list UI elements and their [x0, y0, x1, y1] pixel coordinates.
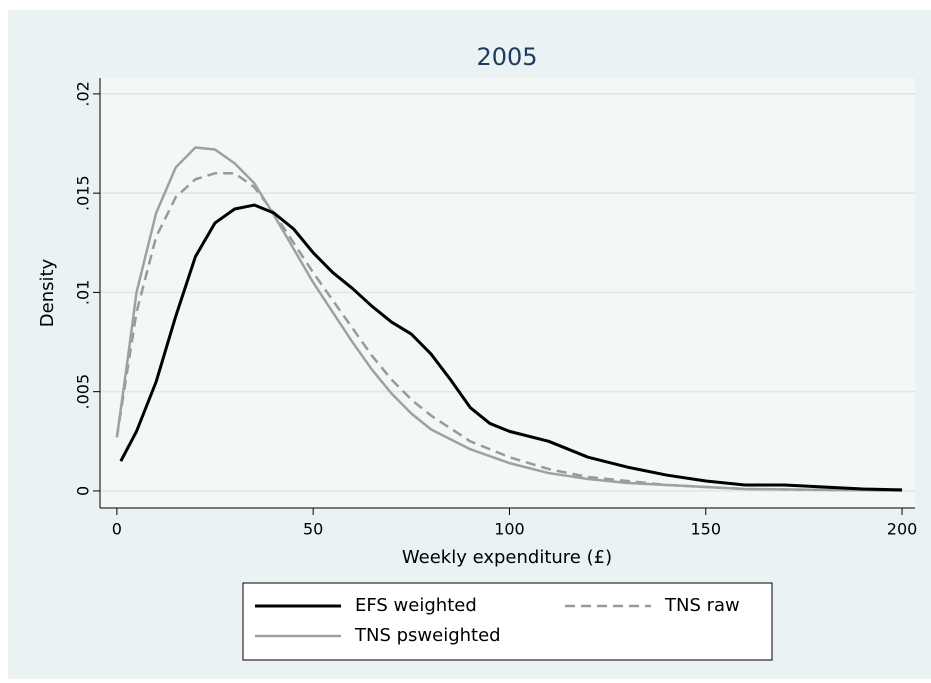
x-tick-label: 200	[887, 520, 918, 539]
legend-box	[242, 582, 773, 661]
y-tick-label: .01	[74, 280, 93, 305]
y-axis-label: Density	[37, 258, 58, 327]
legend-label: TNS psweighted	[354, 625, 501, 646]
y-tick-label: .015	[74, 175, 93, 211]
legend-label: TNS raw	[664, 595, 740, 616]
x-tick-label: 0	[112, 520, 122, 539]
line-series	[115, 172, 903, 492]
chart-title: 2005	[476, 43, 537, 71]
y-tick-label: .005	[74, 374, 93, 410]
legend-label: EFS weighted	[355, 595, 477, 616]
line-series	[115, 146, 903, 492]
x-tick-label: 50	[303, 520, 323, 539]
x-tick-label: 100	[494, 520, 525, 539]
x-axis-label: Weekly expenditure (£)	[402, 547, 612, 568]
y-tick-label: 0	[74, 486, 93, 496]
y-tick-label: .02	[74, 81, 93, 106]
line-series	[119, 203, 903, 492]
x-tick-label: 150	[690, 520, 721, 539]
